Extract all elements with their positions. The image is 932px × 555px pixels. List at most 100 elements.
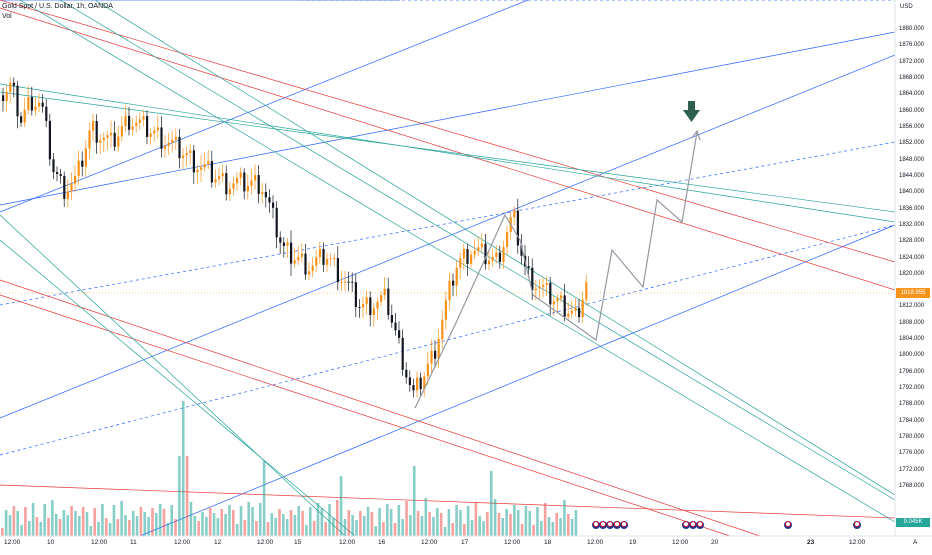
time-tick-label: 20 — [711, 539, 719, 546]
candle-body — [416, 377, 419, 391]
candle-body — [534, 288, 537, 291]
volume-bar — [409, 515, 412, 536]
us-flag-icon[interactable] — [682, 521, 690, 529]
candle-body — [570, 310, 573, 314]
candle-body — [347, 281, 350, 283]
us-flag-icon[interactable] — [784, 521, 792, 529]
candle-body — [527, 266, 530, 268]
candle-body — [63, 175, 66, 199]
candle-body — [41, 102, 44, 107]
volume-indicator-label[interactable]: Vol — [2, 13, 12, 20]
us-flag-icon[interactable] — [606, 521, 614, 529]
volume-bar — [47, 518, 50, 536]
down-arrow-marker[interactable] — [683, 101, 700, 122]
volume-bar — [474, 502, 478, 536]
volume-bar — [540, 521, 543, 536]
volume-bar — [278, 509, 281, 536]
price-tick-label: 1812.000 — [899, 303, 925, 310]
volume-bar — [266, 522, 270, 536]
candle-body — [563, 295, 566, 317]
volume-bar — [8, 515, 12, 536]
volume-bar — [563, 500, 566, 536]
candle-body — [448, 280, 451, 301]
candle-body — [282, 242, 285, 246]
candle-body — [369, 297, 372, 316]
time-tick-label: 12 — [214, 539, 222, 546]
candle-body — [142, 116, 145, 120]
us-flag-icon[interactable] — [853, 521, 861, 529]
candle-body — [59, 174, 62, 176]
candle-body — [178, 136, 181, 159]
volume-bar — [247, 502, 250, 536]
chart-legend: Gold Spot / U.S. Dollar, 1h, OANDA Vol — [2, 2, 113, 22]
candle-body — [585, 282, 588, 300]
symbol-title[interactable]: Gold Spot / U.S. Dollar, 1h, OANDA — [2, 3, 113, 10]
candle-body — [232, 183, 235, 189]
candle-body — [66, 191, 69, 199]
us-flag-icon[interactable] — [599, 521, 607, 529]
volume-bar — [347, 510, 351, 536]
time-tick-label: 12:00 — [91, 539, 108, 546]
projection-path[interactable] — [414, 129, 701, 409]
candle-body — [506, 232, 509, 248]
candle-body — [113, 132, 116, 147]
us-flag-icon[interactable] — [620, 521, 628, 529]
volume-bar — [220, 509, 224, 536]
candle-body — [365, 297, 368, 304]
us-flag-icon[interactable] — [592, 521, 600, 529]
volume-bar — [70, 506, 73, 536]
volume-bar — [389, 509, 393, 536]
us-flag-icon[interactable] — [696, 521, 704, 529]
candle-body — [380, 295, 383, 302]
volume-bar — [401, 519, 404, 536]
volume-bar — [270, 513, 274, 536]
candle-body — [74, 175, 77, 184]
candle-body — [430, 350, 433, 364]
volume-bar — [212, 513, 216, 536]
candle-body — [279, 237, 282, 243]
trend-line — [139, 224, 896, 537]
volume-bar — [470, 520, 474, 536]
volume-bar — [54, 514, 58, 536]
candle-body — [196, 169, 199, 173]
drawing-lines[interactable] — [0, 0, 896, 537]
candle-body — [315, 257, 318, 266]
candle-body — [164, 145, 167, 149]
candle-body — [293, 260, 296, 264]
price-tick-label: 1832.000 — [899, 221, 925, 228]
down-arrow-icon[interactable] — [683, 101, 700, 122]
candle-body — [210, 161, 213, 183]
price-tick-label: 1828.000 — [899, 238, 925, 245]
us-flag-icon[interactable] — [613, 521, 621, 529]
volume-bar — [282, 514, 285, 536]
trend-line — [0, 484, 896, 519]
candle-body — [9, 82, 12, 92]
volume-value-tag: 9.045K — [896, 518, 930, 527]
volume-bar — [412, 466, 416, 536]
projection-polyline — [414, 131, 698, 409]
price-scale[interactable]: 1880.000 1876.000 1872.000 1868.000 1864.000… — [895, 0, 932, 538]
candle-body — [308, 271, 311, 275]
candle-body — [56, 172, 59, 175]
volume-bar — [478, 516, 481, 536]
price-tick-label: 1864.000 — [899, 91, 925, 98]
time-tick-label: 12:00 — [849, 539, 866, 546]
volume-bar — [378, 508, 381, 536]
time-tick-label: 19 — [629, 539, 637, 546]
volume-bar — [39, 522, 43, 536]
volume-bar — [232, 510, 235, 536]
candle-body — [376, 301, 379, 309]
auto-scale-button[interactable]: A — [913, 539, 918, 546]
price-tick-label: 1860.000 — [899, 107, 925, 114]
candle-body — [214, 179, 217, 183]
us-flag-icon[interactable] — [689, 521, 697, 529]
volume-bar — [293, 515, 297, 536]
volume-bar — [258, 503, 262, 536]
candle-body — [124, 115, 127, 127]
volume-bar — [324, 522, 327, 536]
volume-bar — [181, 401, 185, 536]
candle-body — [84, 148, 87, 167]
time-scale[interactable]: 12:00 10 12:00 11 12:00 12 12:00 15 12:00 16 12:00… — [0, 536, 932, 550]
